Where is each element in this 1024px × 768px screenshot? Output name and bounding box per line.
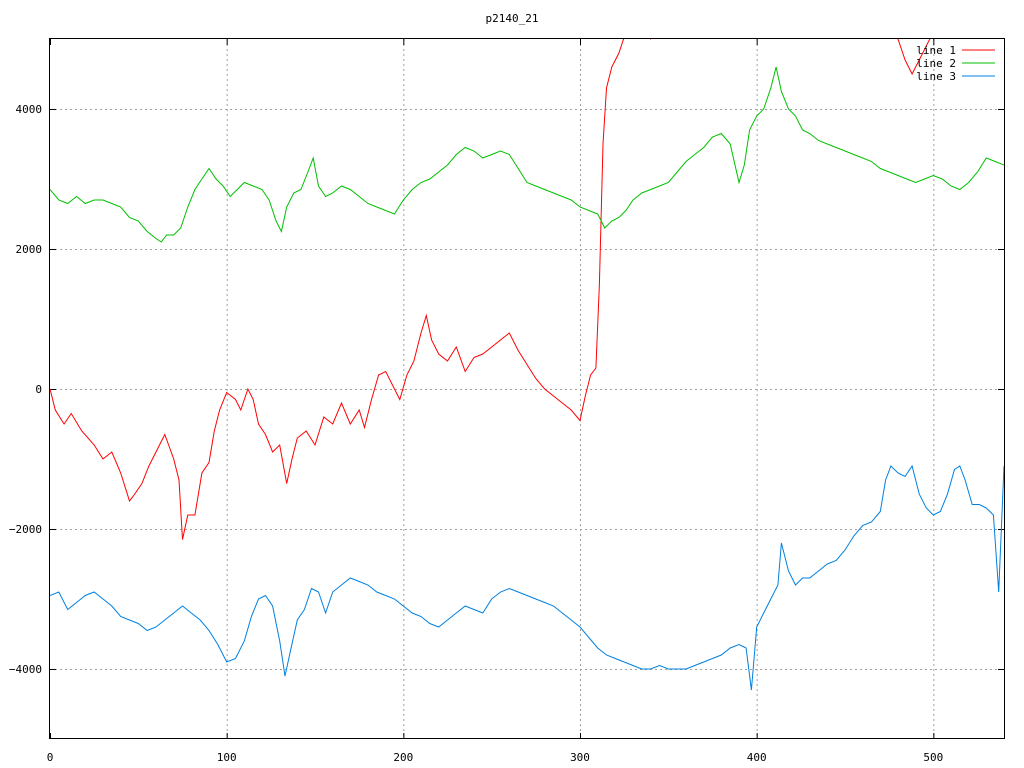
axis-ticks: 0 100 200 300 400 500 −4000 −2000 0 2000 4000 [9,39,1004,764]
series-line-3 [50,464,1004,691]
gridlines [50,39,1004,739]
y-tick-label: 2000 [16,243,43,256]
y-tick-label: −2000 [9,523,42,536]
legend-label-1: line 1 [916,44,956,57]
y-tick-label: 4000 [16,103,43,116]
plot-frame [49,38,1005,739]
x-tick-label: 300 [570,751,590,764]
series-lines [50,39,1004,691]
x-tick-label: 500 [923,751,943,764]
y-tick-label: 0 [35,383,42,396]
legend-label-2: line 2 [916,57,956,70]
legend-label-3: line 3 [916,70,956,83]
series-line-1 [50,39,931,540]
x-tick-label: 100 [217,751,237,764]
series-line-2 [50,66,1004,243]
y-tick-label: −4000 [9,663,42,676]
x-tick-label: 400 [747,751,767,764]
x-tick-label: 0 [47,751,54,764]
x-tick-label: 200 [393,751,413,764]
chart-title: p2140_21 [486,12,539,25]
